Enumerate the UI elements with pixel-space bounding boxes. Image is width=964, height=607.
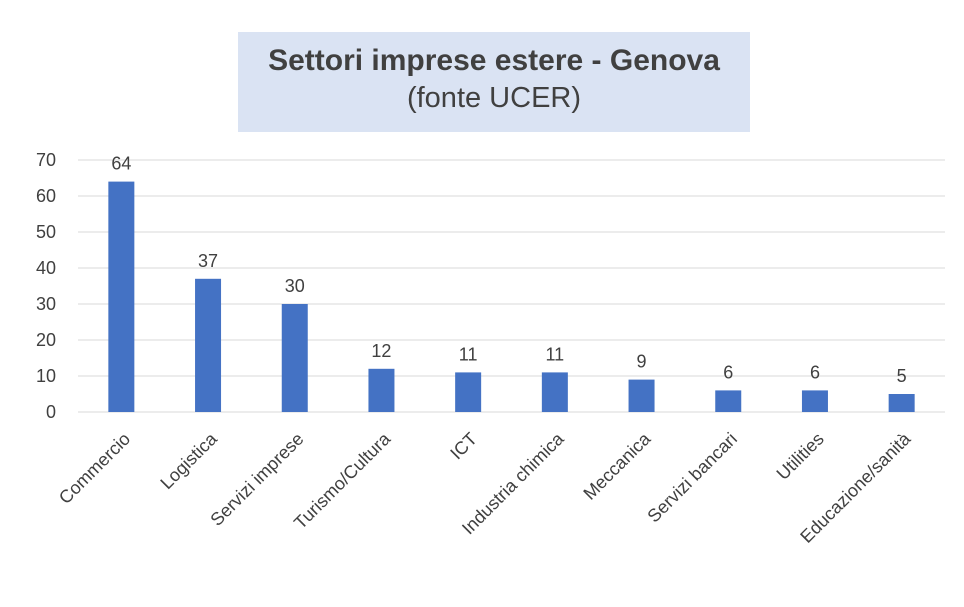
y-tick-label: 50 bbox=[36, 222, 56, 242]
data-label: 11 bbox=[546, 344, 565, 364]
bars bbox=[108, 181, 915, 412]
y-tick-label: 10 bbox=[36, 366, 56, 386]
gridlines bbox=[78, 159, 945, 413]
bar bbox=[455, 372, 482, 412]
x-tick-label: ICT bbox=[446, 429, 481, 464]
data-label: 30 bbox=[285, 276, 305, 296]
data-label: 6 bbox=[723, 362, 733, 382]
data-label: 64 bbox=[111, 154, 131, 174]
data-label: 12 bbox=[371, 341, 391, 361]
data-label: 11 bbox=[459, 344, 478, 364]
x-tick-label: Utilities bbox=[773, 429, 828, 484]
x-tick-label: Commercio bbox=[55, 429, 134, 508]
y-tick-label: 40 bbox=[36, 258, 56, 278]
data-label: 37 bbox=[198, 251, 218, 271]
y-tick-label: 0 bbox=[46, 402, 56, 422]
x-tick-label: Meccanica bbox=[579, 428, 655, 504]
y-tick-label: 60 bbox=[36, 186, 56, 206]
bar bbox=[195, 278, 222, 412]
x-tick-label: Logistica bbox=[156, 428, 221, 493]
bar bbox=[715, 390, 742, 412]
data-label: 9 bbox=[637, 352, 647, 372]
bar bbox=[368, 368, 395, 412]
data-label: 5 bbox=[897, 366, 907, 386]
y-tick-label: 30 bbox=[36, 294, 56, 314]
bar bbox=[108, 181, 135, 412]
data-label: 6 bbox=[810, 362, 820, 382]
bar bbox=[801, 390, 828, 412]
y-tick-label: 70 bbox=[36, 150, 56, 170]
y-axis: 0 10 20 30 40 50 60 70 bbox=[36, 150, 56, 422]
bar bbox=[888, 394, 915, 412]
x-tick-label: Servizi imprese bbox=[206, 429, 307, 530]
chart-subtitle: (fonte UCER) bbox=[406, 82, 582, 114]
bar bbox=[281, 304, 308, 412]
chart-title: Settori imprese estere - Genova bbox=[268, 44, 720, 77]
y-tick-label: 20 bbox=[36, 330, 56, 350]
data-labels: 64 37 30 12 11 11 9 6 6 5 bbox=[111, 154, 906, 386]
bar bbox=[628, 379, 655, 412]
x-tick-label: Servizi bancari bbox=[643, 429, 741, 527]
chart-title-box: Settori imprese estere - Genova (fonte U… bbox=[238, 32, 750, 132]
bar bbox=[541, 372, 568, 412]
